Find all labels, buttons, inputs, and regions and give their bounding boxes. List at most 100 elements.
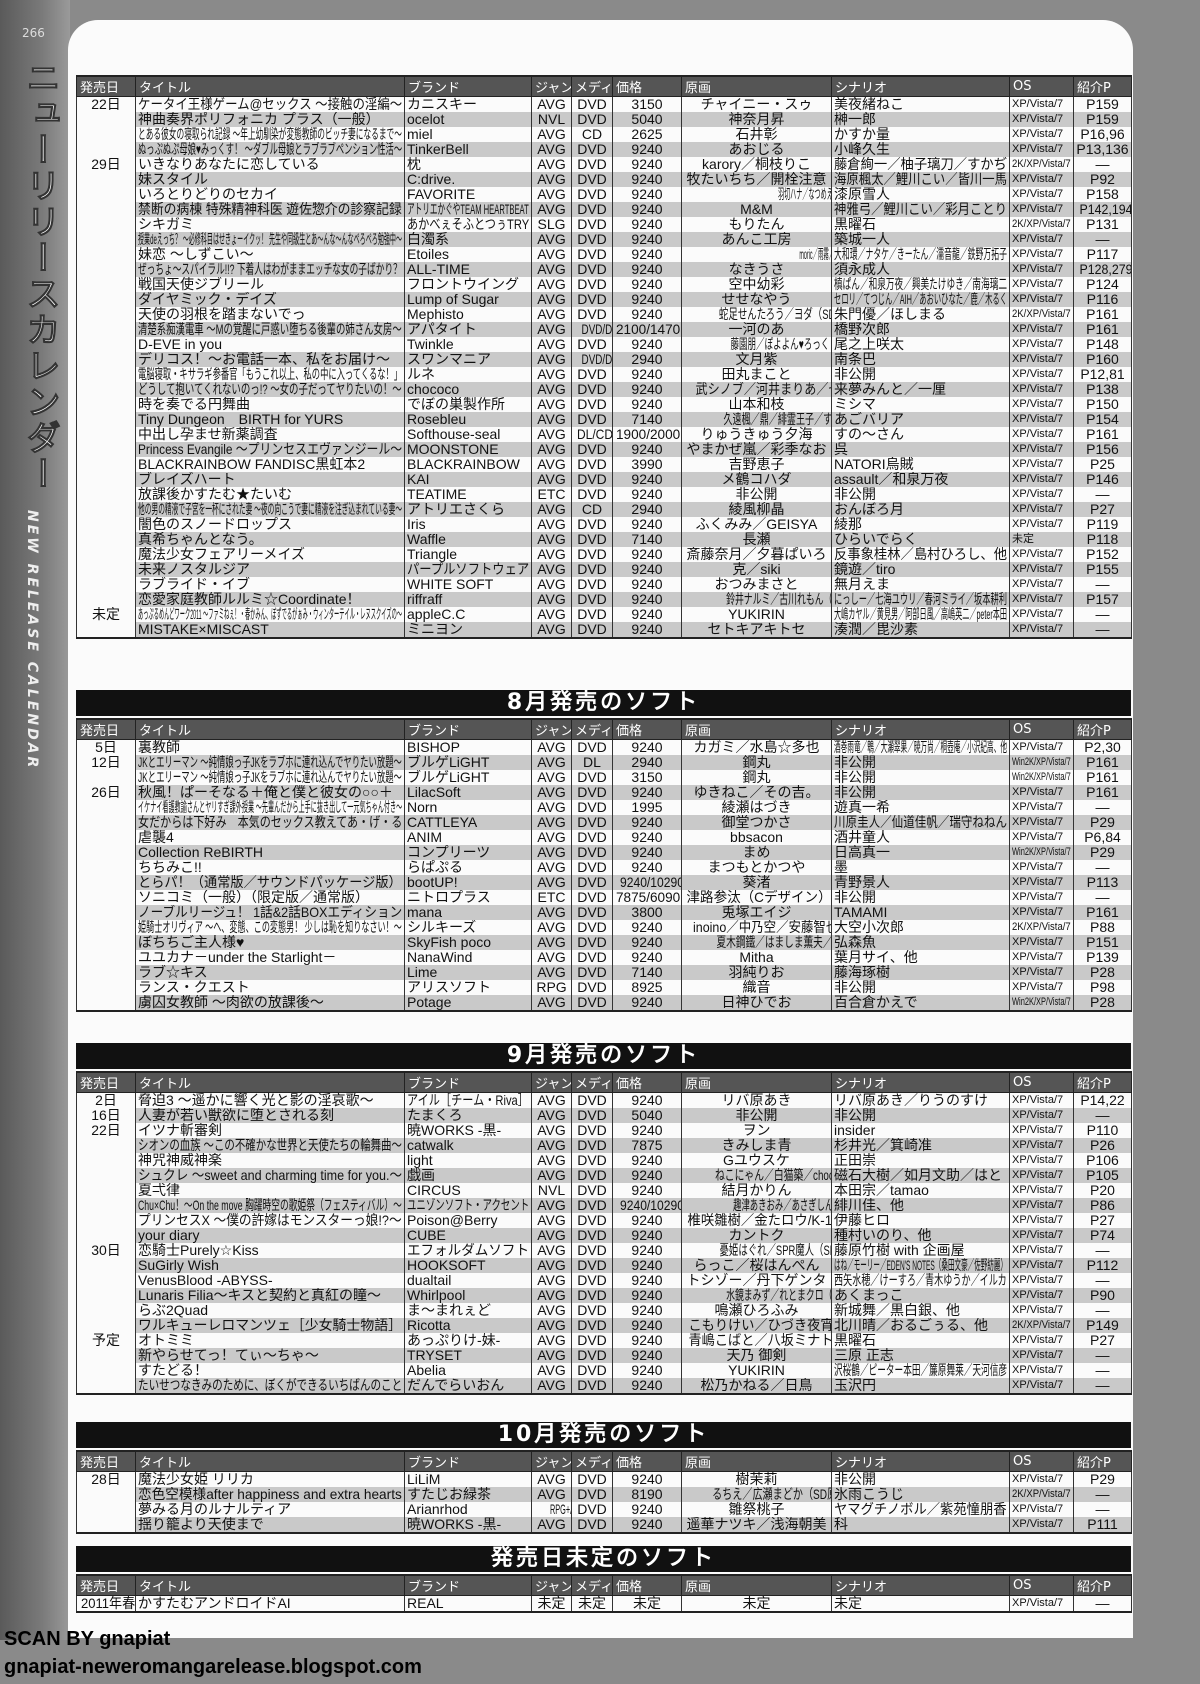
cell-text: 兎塚エイジ — [721, 905, 792, 920]
release-table: 発売日タイトルブランドジャンルメディア価格原画シナリオOS紹介P5日裏教師BIS… — [76, 718, 1132, 1012]
cell: 文月紫 — [681, 352, 832, 367]
cell: VenusBlood -ABYSS- — [135, 1273, 405, 1288]
cell: XP/Vista/7 — [1009, 262, 1074, 277]
cell: XP/Vista/7 — [1009, 487, 1074, 502]
cell: 大嶋カヤル／黄見男／阿部日風／高嶋英二／peter本田 — [831, 607, 1010, 622]
cell: 非公開 — [831, 890, 1010, 905]
cell: 結月かりん — [681, 1183, 832, 1198]
cell: XP/Vista/7 — [1009, 875, 1074, 890]
cell: catwalk — [404, 1138, 532, 1153]
cell: REAL — [404, 1595, 532, 1612]
cell: 9240 — [612, 547, 682, 562]
cell-text: 鋼丸 — [742, 755, 771, 770]
cell-text: 沢桜鶴／ピーター本田／簾原舞莱／天河信彦 — [834, 1363, 1007, 1378]
cell — [76, 502, 136, 517]
table-row: 2011年春 かすたむアンドロイドAI REAL 未定 未定 未定 未定 未定 XP/Vista… — [76, 1595, 1132, 1612]
cell: 9240 — [612, 815, 682, 830]
cell-text: DVD — [577, 96, 607, 112]
cell-text: 脅迫3 ～遥かに響く光と影の淫哀歌～ — [138, 1092, 374, 1108]
cell: 藤海琢樹 — [831, 965, 1010, 980]
cell-text: 9240 — [631, 622, 663, 637]
cell: TinkerBell — [404, 142, 532, 157]
cell: 未来ノスタルジア — [135, 562, 405, 577]
cell-text: 9240 — [631, 142, 663, 157]
cell: LilacSoft — [404, 785, 532, 800]
cell: JKとエリーマン ～純情娘っ子JKをラブホに連れ込んでヤりたい放題～ — [135, 755, 405, 770]
cell-text: 9240 — [631, 995, 663, 1010]
cell-text: inoino／中乃空／安藤智也 — [693, 920, 832, 935]
cell: JKとエリーマン ～純情娘っ子JKをラブホに連れ込んでヤりたい放題～ — [135, 770, 405, 785]
cell-text: — — [1095, 1243, 1110, 1258]
cell-text: 椎咲雛樹／金たロウ/K-1 — [687, 1213, 832, 1228]
cell-text: 正田崇 — [834, 1153, 876, 1168]
cell: ワルキューレロマンツェ［少女騎士物語］ — [135, 1318, 405, 1333]
cell: Win2K/XP/Vista/7 — [1009, 845, 1074, 860]
cell: AVG — [531, 1517, 572, 1533]
cell-text: 9240 — [631, 935, 663, 950]
cell: 9240 — [612, 577, 682, 592]
cell-text: 暁WORKS -黒- — [407, 1123, 502, 1138]
table-row: 未来ノスタルジア パープルソフトウェア AVG DVD 9240 克／siki 鏡遊／tir… — [76, 562, 1132, 577]
cell: 小峰久生 — [831, 142, 1010, 157]
cell-text: 藤海琢樹 — [834, 965, 890, 980]
cell-text: — — [1095, 800, 1110, 815]
cell-text: AVG — [537, 800, 566, 815]
cell-text: 科 — [834, 1517, 848, 1532]
cell-text: シオンの血族 ～この不確かな世界と天使たちの輪舞曲～ — [138, 1138, 402, 1153]
cell: DVD — [571, 1183, 613, 1198]
cell-text: P111 — [1087, 1517, 1118, 1532]
cell-text: ソニコミ（一般）（限定版／通常版） — [138, 890, 369, 905]
cell: 克／siki — [681, 562, 832, 577]
cell-text: ETC — [537, 487, 566, 502]
footer-url[interactable]: gnapiat-neweromangarelease.blogspot.com — [4, 1656, 422, 1678]
cell: AVG — [531, 860, 572, 875]
cell-text: DVD — [577, 112, 607, 127]
cell-text: 藤原竹樹 with 企画屋 — [834, 1243, 965, 1258]
cell: AVG — [531, 1363, 572, 1378]
table-row: とある彼女の寝取られ記録 ～年上幼馴染が変態教師のビッチ妻になるまで～ miel A… — [76, 127, 1132, 142]
cell-text: YUKIRIN — [728, 1363, 785, 1378]
cell-text: XP/Vista/7 — [1012, 548, 1064, 560]
column-header: メディア — [571, 718, 613, 740]
cell-text: DVD — [577, 845, 607, 860]
cell: 9240 — [612, 1348, 682, 1363]
cell: AVG — [531, 1348, 572, 1363]
cell — [76, 592, 136, 607]
column-header: ブランド — [404, 1071, 532, 1093]
cell: 正田崇 — [831, 1153, 1010, 1168]
cell — [76, 770, 136, 785]
cell-text: 蛇足せんたろう／ヨダ（SD原画） — [718, 307, 831, 322]
cell: SkyFish poco — [404, 935, 532, 950]
cell-text: DL — [583, 755, 601, 770]
cell: 青嶋こばと／八坂ミナト — [681, 1333, 832, 1348]
cell-text: DVD — [577, 172, 607, 187]
cell-text: 築城一人 — [834, 232, 890, 247]
cell: AVG — [531, 412, 572, 427]
cell-text: BLACKRAINBOW — [407, 457, 520, 472]
table-row: Chu×Chu！～On the move 胸躍時空の歌姫祭（フェスティバル）～ユ… — [76, 1198, 1132, 1213]
cell-text: miel — [407, 127, 433, 142]
cell: せせなやう — [681, 292, 832, 307]
cell-text: P161 — [1086, 755, 1119, 770]
cell: DVD — [571, 1108, 613, 1123]
cell: 9240 — [612, 367, 682, 382]
cell-text: 9240 — [631, 1288, 663, 1303]
cell: 9240 — [612, 739, 682, 755]
cell-text: 9240 — [631, 1243, 663, 1258]
cell-text: — — [1095, 1363, 1110, 1378]
cell: 3150 — [612, 96, 682, 112]
cell-text: 大空小次郎 — [834, 920, 904, 935]
cell: Twinkle — [404, 337, 532, 352]
cell: XP/Vista/7 — [1009, 965, 1074, 980]
cell: P119 — [1073, 517, 1132, 532]
cell-text: TEATIME — [407, 487, 467, 502]
column-header: 発売日 — [76, 1450, 136, 1472]
cell: メ鶴コハダ — [681, 472, 832, 487]
cell — [76, 1363, 136, 1378]
cell-text: — — [1095, 577, 1110, 592]
cell: P28 — [1073, 965, 1132, 980]
cell — [76, 980, 136, 995]
cell-text: XP/Vista/7 — [1012, 741, 1064, 753]
cell-text: 武シノブ／河井まりあ／七 — [695, 382, 832, 397]
cell: あごバリア — [831, 412, 1010, 427]
